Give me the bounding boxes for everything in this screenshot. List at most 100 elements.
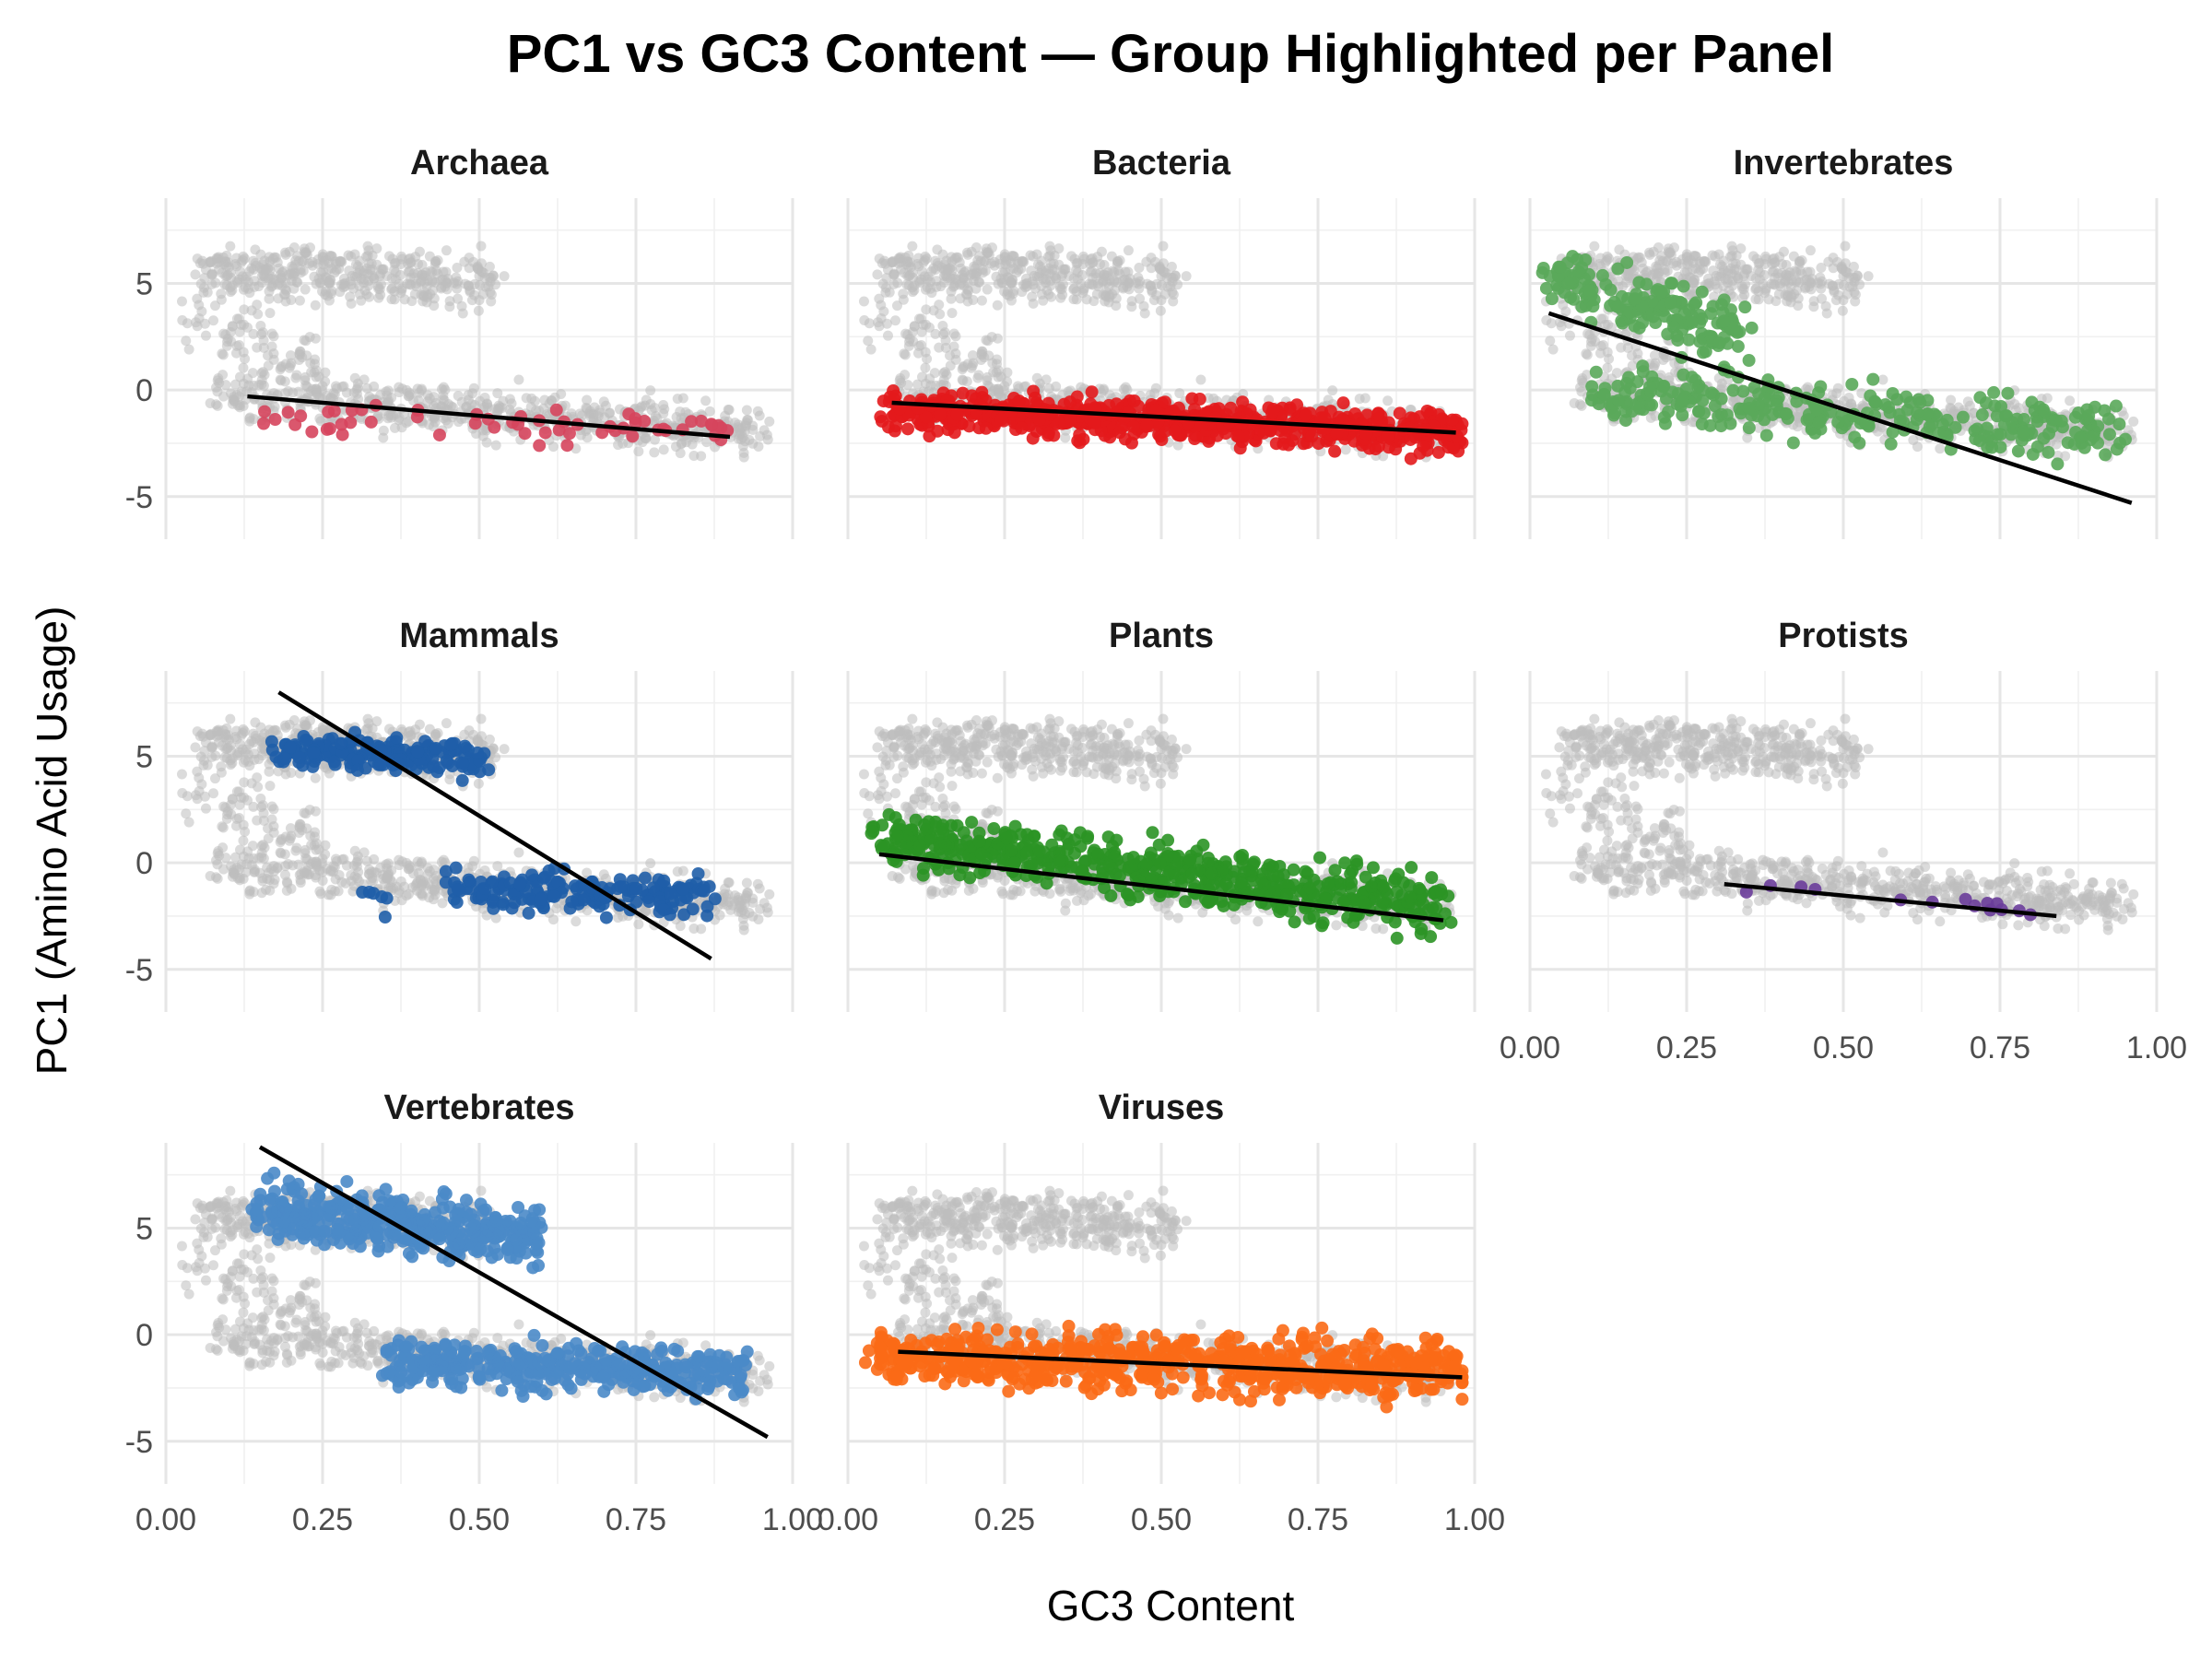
data-point xyxy=(1586,300,1600,313)
data-point xyxy=(2030,415,2044,429)
background-point xyxy=(241,271,252,282)
background-point xyxy=(1581,348,1592,359)
background-point xyxy=(1817,293,1828,304)
background-point xyxy=(920,254,931,265)
background-point xyxy=(1547,344,1559,355)
data-point xyxy=(1318,411,1332,425)
background-point xyxy=(405,253,416,264)
background-point xyxy=(1146,253,1157,264)
background-point xyxy=(1382,395,1394,406)
data-point xyxy=(1231,429,1245,443)
data-point xyxy=(1999,409,2013,423)
background-point xyxy=(207,269,218,280)
background-point xyxy=(938,374,949,385)
background-point xyxy=(268,354,279,365)
background-point xyxy=(396,283,407,294)
background-point xyxy=(414,246,425,257)
background-point xyxy=(1690,251,1701,262)
background-point xyxy=(1753,258,1764,269)
background-point xyxy=(1778,246,1789,257)
background-point xyxy=(256,374,267,385)
background-point xyxy=(492,388,503,399)
background-point xyxy=(1044,251,1055,262)
background-point xyxy=(1726,241,1737,252)
data-point xyxy=(1618,414,1632,428)
background-point xyxy=(1018,256,1029,267)
background-point xyxy=(1828,280,1839,291)
data-point xyxy=(2091,419,2105,433)
data-point xyxy=(1994,441,2007,454)
data-point xyxy=(432,428,446,441)
background-point xyxy=(176,296,187,307)
data-point xyxy=(1868,394,1882,408)
background-point xyxy=(494,402,505,413)
background-point xyxy=(1805,245,1816,256)
data-point xyxy=(1606,408,1620,422)
data-point xyxy=(979,421,993,435)
background-point xyxy=(421,297,432,308)
background-point xyxy=(477,430,488,441)
background-point xyxy=(1663,246,1674,257)
background-point xyxy=(216,294,227,305)
background-point xyxy=(265,281,276,292)
data-point xyxy=(1770,398,1783,412)
background-point xyxy=(404,390,415,401)
data-point xyxy=(1759,429,1773,442)
data-point xyxy=(1679,382,1693,396)
background-point xyxy=(330,381,341,392)
data-point xyxy=(1636,365,1650,379)
background-point xyxy=(311,383,322,394)
data-point xyxy=(562,427,576,441)
background-point xyxy=(880,282,891,293)
data-point xyxy=(1712,336,1726,350)
background-point xyxy=(1816,283,1827,294)
background-point xyxy=(343,250,354,261)
background-point xyxy=(369,381,380,392)
background-point xyxy=(970,270,981,281)
background-point xyxy=(335,256,347,267)
background-point xyxy=(200,330,211,341)
data-point xyxy=(1987,385,2001,399)
background-point xyxy=(1843,392,1854,403)
background-point xyxy=(420,267,431,278)
background-point xyxy=(396,253,407,265)
data-point xyxy=(1726,383,1740,397)
background-point xyxy=(414,719,425,730)
data-point xyxy=(1642,380,1656,394)
background-point xyxy=(274,263,285,274)
data-point xyxy=(2101,412,2115,426)
background-point xyxy=(194,258,206,269)
background-point xyxy=(396,422,407,433)
data-point xyxy=(888,389,902,403)
background-point xyxy=(1096,246,1107,257)
data-point xyxy=(1112,426,1126,440)
background-point xyxy=(268,331,279,342)
background-point xyxy=(373,283,384,294)
background-point xyxy=(210,399,221,410)
background-point xyxy=(1158,258,1169,269)
background-point xyxy=(696,451,707,462)
background-point xyxy=(863,335,874,347)
background-point xyxy=(233,339,244,350)
background-point xyxy=(265,308,276,319)
data-point xyxy=(1012,394,1026,408)
data-point xyxy=(268,412,282,426)
background-point xyxy=(929,368,940,379)
background-point xyxy=(371,243,382,254)
background-point xyxy=(240,353,251,364)
background-point xyxy=(239,319,250,330)
data-point xyxy=(2102,428,2116,441)
background-point xyxy=(888,255,899,266)
background-point xyxy=(967,360,978,371)
background-point xyxy=(1804,276,1815,287)
data-point xyxy=(1015,421,1029,435)
background-point xyxy=(249,276,260,287)
data-point xyxy=(877,394,890,408)
background-point xyxy=(432,268,443,279)
background-point xyxy=(275,364,286,375)
background-point xyxy=(464,253,475,264)
background-point xyxy=(218,370,229,381)
background-point xyxy=(1602,254,1613,265)
